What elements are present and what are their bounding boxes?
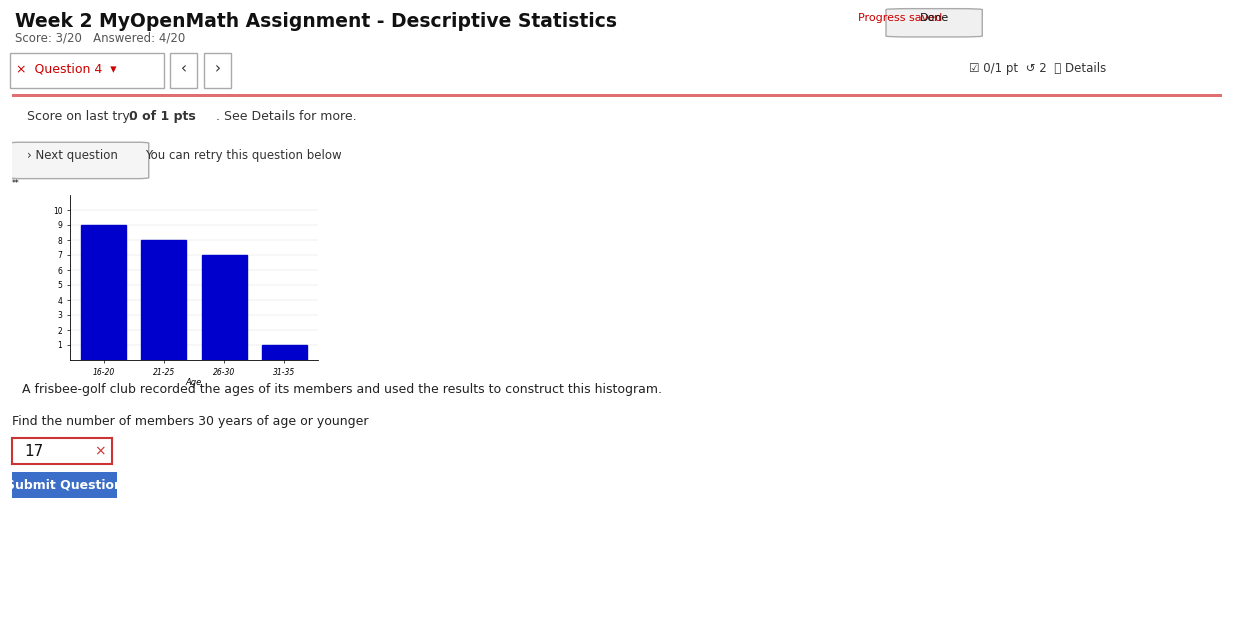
FancyBboxPatch shape: [10, 54, 164, 88]
Text: › Next question: › Next question: [26, 150, 117, 162]
Text: ×  Question 4  ▾: × Question 4 ▾: [16, 63, 116, 75]
Text: Find the number of members 30 years of age or younger: Find the number of members 30 years of a…: [12, 415, 369, 427]
Text: ›: ›: [215, 61, 220, 77]
Text: You can retry this question below: You can retry this question below: [146, 150, 342, 162]
Text: Progress saved: Progress saved: [858, 13, 942, 24]
Text: Score: 3/20   Answered: 4/20: Score: 3/20 Answered: 4/20: [15, 31, 185, 44]
Text: Submit Question: Submit Question: [6, 479, 123, 491]
Bar: [262, 345, 307, 360]
Text: 0 of 1 pts: 0 of 1 pts: [130, 111, 196, 123]
FancyBboxPatch shape: [170, 54, 197, 88]
Text: Week 2 MyOpenMath Assignment - Descriptive Statistics: Week 2 MyOpenMath Assignment - Descripti…: [15, 12, 617, 31]
Text: **: **: [11, 180, 20, 189]
Text: ‹: ‹: [181, 61, 186, 77]
Text: A frisbee-golf club recorded the ages of its members and used the results to con: A frisbee-golf club recorded the ages of…: [22, 383, 661, 396]
Bar: [142, 240, 186, 360]
Text: 17: 17: [23, 443, 43, 459]
X-axis label: Age: Age: [186, 378, 202, 387]
Text: ×: ×: [94, 444, 106, 458]
FancyBboxPatch shape: [886, 9, 982, 37]
Bar: [201, 255, 247, 360]
Text: Done: Done: [919, 13, 949, 24]
Bar: [81, 225, 126, 360]
FancyBboxPatch shape: [12, 94, 1222, 96]
Text: ☑ 0/1 pt  ↺ 2  ⓘ Details: ☑ 0/1 pt ↺ 2 ⓘ Details: [969, 63, 1106, 75]
Text: Score on last try:: Score on last try:: [26, 111, 137, 123]
FancyBboxPatch shape: [10, 142, 149, 179]
FancyBboxPatch shape: [204, 54, 231, 88]
Text: . See Details for more.: . See Details for more.: [216, 111, 357, 123]
